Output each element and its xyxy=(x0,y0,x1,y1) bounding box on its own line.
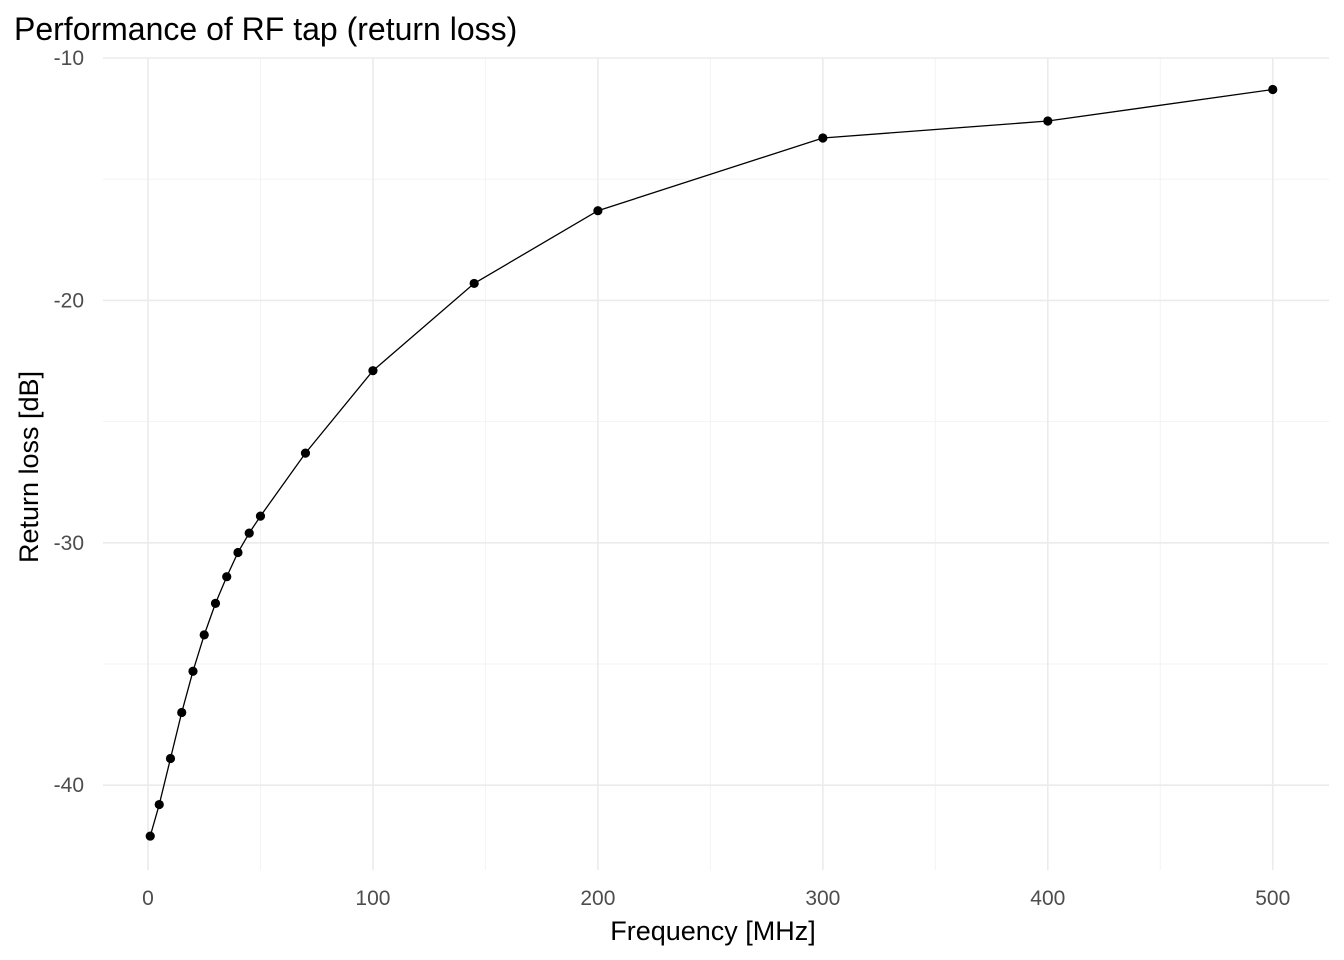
data-point xyxy=(210,598,221,608)
tick-layer: 0 100 200 300 400 500 -40 -30 -20 -10 xyxy=(54,47,1291,910)
data-point xyxy=(593,206,603,216)
x-tick-label: 500 xyxy=(1255,887,1290,910)
x-tick-label: 300 xyxy=(805,887,840,910)
data-point xyxy=(368,366,378,376)
y-axis-title: Return loss [dB] xyxy=(14,371,44,563)
data-point xyxy=(188,666,198,676)
x-tick-label: 100 xyxy=(355,887,390,910)
data-point xyxy=(300,448,311,458)
y-tick-label: -30 xyxy=(54,532,84,555)
x-tick-label: 0 xyxy=(142,887,154,910)
data-point xyxy=(1043,116,1053,126)
data-point xyxy=(244,528,254,538)
data-point xyxy=(145,831,155,841)
data-point xyxy=(469,278,479,289)
data-point xyxy=(154,799,164,810)
line-layer xyxy=(149,88,1273,837)
grid-layer xyxy=(103,57,1329,870)
data-point xyxy=(255,511,266,521)
series-line xyxy=(149,88,1273,837)
data-point xyxy=(177,707,187,718)
chart-title: Performance of RF tap (return loss) xyxy=(14,11,517,47)
data-point xyxy=(222,572,232,582)
data-point xyxy=(199,630,209,640)
x-axis-title: Frequency [MHz] xyxy=(610,916,816,946)
y-tick-label: -10 xyxy=(54,47,84,70)
x-tick-label: 200 xyxy=(580,887,615,910)
point-layer xyxy=(145,84,1278,841)
data-point xyxy=(1268,84,1278,95)
data-point xyxy=(233,547,243,558)
data-point xyxy=(165,753,176,764)
x-tick-label: 400 xyxy=(1030,887,1065,910)
y-tick-label: -40 xyxy=(54,774,84,797)
data-point xyxy=(818,133,828,143)
y-tick-label: -20 xyxy=(54,289,84,312)
